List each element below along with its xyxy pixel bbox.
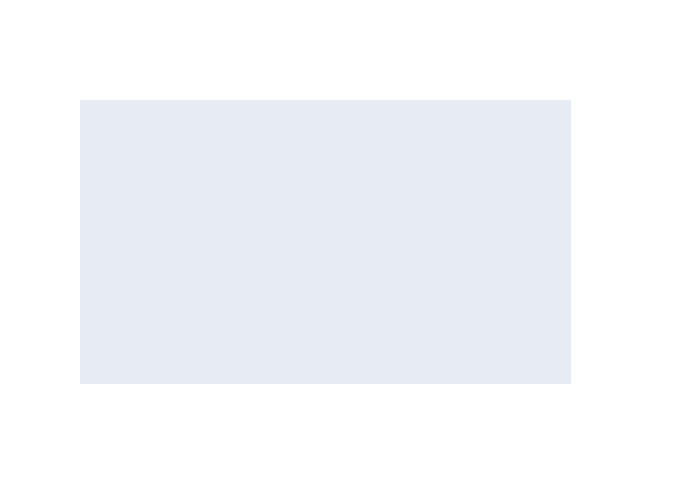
stacked-area-canvas (80, 100, 571, 384)
plot-area[interactable] (80, 100, 571, 384)
